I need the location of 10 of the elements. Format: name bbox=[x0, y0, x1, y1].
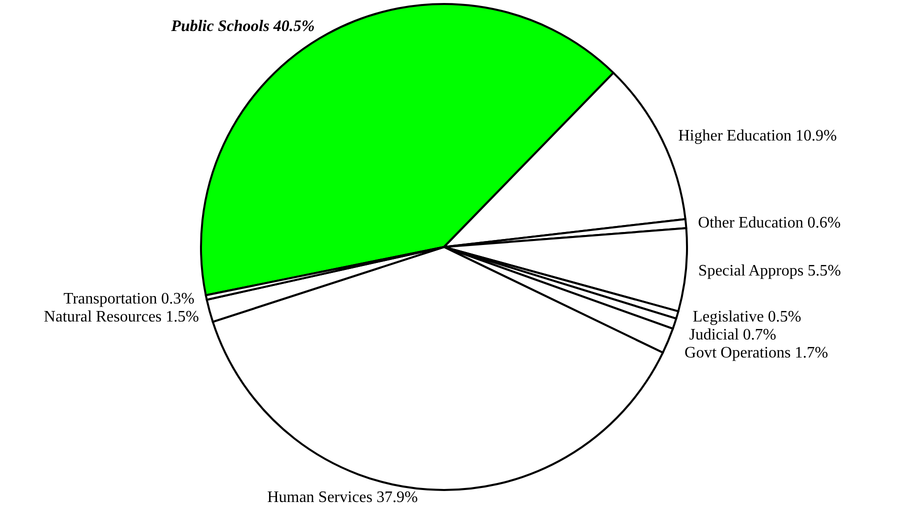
slice-label: Transportation 0.3% bbox=[63, 290, 194, 308]
slice-label: Higher Education 10.9% bbox=[678, 128, 837, 145]
slice-label: Legislative 0.5% bbox=[692, 308, 802, 326]
slice-label: Other Education 0.6% bbox=[698, 214, 841, 232]
slice-label: Judicial 0.7% bbox=[689, 326, 776, 344]
slice-label: Govt Operations 1.7% bbox=[684, 344, 828, 362]
slice-label: Human Services 37.9% bbox=[267, 488, 418, 506]
slice-label: Natural Resources 1.5% bbox=[44, 308, 199, 326]
slice-label: Public Schools 40.5% bbox=[170, 18, 315, 36]
slice-label: Special Approps 5.5% bbox=[698, 262, 841, 280]
